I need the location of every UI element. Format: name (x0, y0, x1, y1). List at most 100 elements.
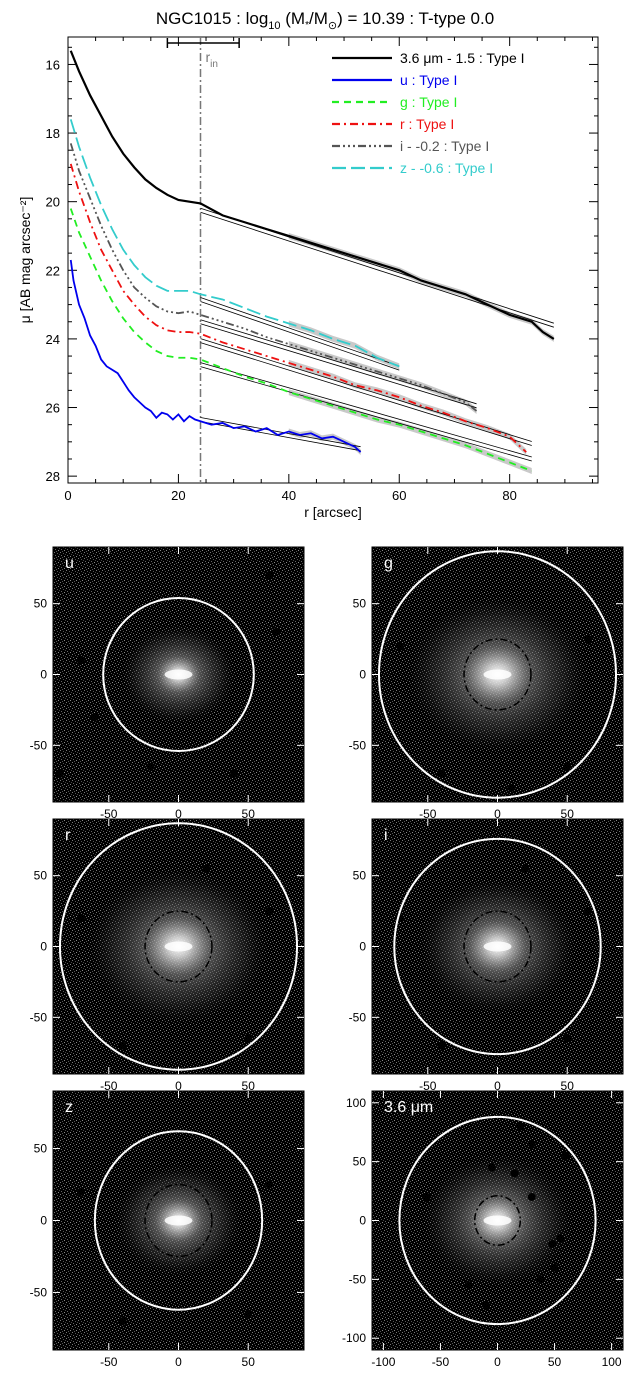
band-label: i (384, 827, 388, 844)
legend-label-r: r : Type I (400, 116, 454, 132)
legend-label-g: g : Type I (400, 94, 457, 110)
mask-hole (91, 713, 99, 721)
plot-frame (68, 37, 598, 483)
mask-hole (511, 1169, 519, 1177)
mask-hole (77, 656, 85, 664)
mask-hole (507, 784, 515, 792)
legend-label-i: i - -0.2 : Type I (400, 138, 489, 154)
y-tick-label: 22 (46, 263, 60, 278)
x-tick-label: 80 (502, 488, 516, 503)
mask-hole (563, 1035, 571, 1043)
y-tick-label: 50 (353, 597, 367, 611)
y-tick-label: 50 (34, 1142, 48, 1156)
y-axis-label: μ [AB mag arcsec⁻²] (17, 197, 33, 324)
y-tick-label: -50 (30, 738, 48, 752)
mask-hole (265, 907, 273, 915)
mask-hole (482, 1301, 490, 1309)
mask-hole (548, 1240, 556, 1248)
y-tick-label: -50 (349, 1010, 367, 1024)
mask-hole (537, 1275, 545, 1283)
mask-hole (563, 763, 571, 771)
y-tick-label: 100 (346, 1096, 366, 1110)
y-tick-label: 18 (46, 126, 60, 141)
mask-hole (77, 914, 85, 922)
y-tick-label: 26 (46, 401, 60, 416)
band-label: z (65, 1099, 73, 1116)
x-tick-label: 0 (64, 488, 71, 503)
series-line-g (71, 209, 532, 471)
mask-hole (272, 628, 280, 636)
chart-title: NGC1015 : log10 (M*/M⊙) = 10.39 : T-type… (156, 9, 494, 32)
mask-hole (147, 763, 155, 771)
series-line-r (71, 164, 526, 452)
mask-hole (438, 770, 446, 778)
x-tick-label: -100 (371, 1355, 395, 1369)
legend-label-ch1: 3.6 μm - 1.5 : Type I (400, 50, 525, 66)
x-tick-label: -50 (100, 1355, 118, 1369)
galaxy-bulge (165, 1216, 193, 1226)
mask-hole (265, 571, 273, 579)
error-band-u (289, 429, 361, 456)
fit-line-z (201, 297, 400, 366)
galaxy-bulge (165, 942, 193, 952)
mask-hole (202, 865, 210, 873)
r-in-label: rin (206, 49, 218, 70)
y-tick-label: -50 (30, 1010, 48, 1024)
mask-hole (396, 642, 404, 650)
y-tick-label: 50 (353, 869, 367, 883)
series-line-z (71, 119, 399, 366)
x-tick-label: -50 (432, 1355, 450, 1369)
y-tick-label: 28 (46, 469, 60, 484)
mask-hole (584, 635, 592, 643)
x-axis-label: r [arcsec] (304, 504, 362, 520)
fit-line-r (201, 343, 532, 446)
legend-label-u: u : Type I (400, 72, 457, 88)
series-line-ch1 (71, 51, 554, 339)
mask-hole (423, 1193, 431, 1201)
x-tick-label: 20 (171, 488, 185, 503)
y-tick-label: -50 (30, 1285, 48, 1299)
mask-hole (119, 1317, 127, 1325)
y-tick-label: 16 (46, 57, 60, 72)
mask-hole (77, 1188, 85, 1196)
mask-hole (584, 907, 592, 915)
x-tick-label: 50 (242, 1355, 256, 1369)
y-tick-label: 50 (34, 597, 48, 611)
y-tick-label: 50 (353, 1155, 367, 1169)
galaxy-bulge (484, 942, 512, 952)
x-tick-label: 50 (548, 1355, 562, 1369)
fit-line-u (201, 418, 361, 447)
y-tick-label: 0 (40, 668, 47, 682)
x-tick-label: 100 (602, 1355, 622, 1369)
y-tick-label: 0 (40, 940, 47, 954)
galaxy-bulge (165, 670, 193, 680)
mask-hole (265, 1181, 273, 1189)
fit-line-g (201, 363, 532, 457)
mask-hole (230, 770, 238, 778)
mask-hole (244, 1035, 252, 1043)
y-tick-label: -100 (342, 1331, 366, 1345)
galaxy-bulge (484, 670, 512, 680)
x-tick-label: 0 (494, 1355, 501, 1369)
y-tick-label: -50 (349, 1272, 367, 1286)
x-tick-label: 0 (175, 1355, 182, 1369)
y-tick-label: 0 (359, 940, 366, 954)
x-tick-label: 60 (392, 488, 406, 503)
galaxy-bulge (484, 1216, 512, 1226)
fit-line-g (201, 367, 532, 461)
y-tick-label: 50 (34, 869, 48, 883)
mask-hole (551, 1264, 559, 1272)
band-label: 3.6 μm (384, 1099, 433, 1116)
y-tick-label: 24 (46, 332, 60, 347)
mask-hole (562, 1152, 570, 1160)
band-label: g (384, 555, 393, 572)
